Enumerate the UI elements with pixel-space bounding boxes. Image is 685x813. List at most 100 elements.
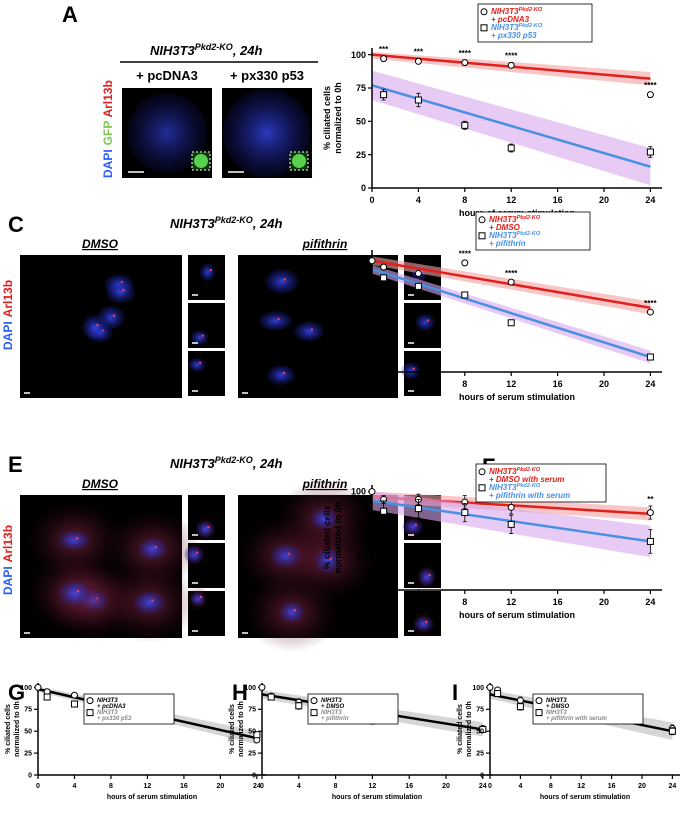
data-point [486, 683, 494, 691]
fit-line [371, 84, 651, 168]
legend-name: NIH3T3 [97, 698, 118, 704]
title-sup: Pkd2-KO [215, 455, 253, 465]
stain: GFP [101, 121, 115, 146]
cilium [199, 595, 203, 599]
panel-label: G [8, 680, 25, 705]
y-axis-label: normalized to 0h [466, 701, 473, 757]
legend-marker [478, 232, 486, 240]
column-label: DMSO [82, 477, 119, 491]
y-tick-label: 50 [476, 729, 484, 736]
x-tick-label: 4 [297, 783, 301, 790]
y-tick-label: 100 [351, 50, 366, 60]
cilium [414, 523, 417, 526]
legend-suffix: + pifithrin [321, 716, 349, 722]
legend-sup: Pkd2-KO [517, 483, 541, 489]
x-tick-label: 24 [645, 597, 655, 607]
cilium [293, 608, 297, 612]
y-tick-label: 25 [24, 751, 32, 758]
x-tick-label: 16 [608, 783, 616, 790]
y-tick-label: 50 [356, 363, 366, 373]
legend-name: NIH3T3 [489, 483, 517, 492]
data-point [70, 700, 78, 708]
nucleus [196, 521, 215, 538]
legend-name: NIH3T3 [491, 23, 519, 32]
legend-label: NIH3T3 [321, 710, 342, 716]
legend-name: NIH3T3 [546, 710, 567, 716]
legend-name: NIH3T3 [97, 710, 118, 716]
significance: *** [379, 45, 389, 54]
significance: **** [505, 269, 518, 278]
stain-label: DAPI Arl13b [1, 525, 15, 595]
legend-sup: Pkd2-KO [517, 231, 541, 237]
x-tick-label: 16 [553, 597, 563, 607]
significance: **** [505, 52, 518, 61]
x-tick-label: 24 [253, 783, 261, 790]
y-tick-label: 100 [244, 685, 256, 692]
title-sup: Pkd2-KO [215, 215, 253, 225]
data-point [646, 509, 654, 517]
cilium [428, 573, 431, 577]
x-tick-label: 24 [645, 195, 655, 205]
legend-name: NIH3T3 [546, 698, 567, 704]
title-base: NIH3T3 [170, 216, 216, 231]
x-tick-label: 20 [599, 379, 609, 389]
legend-suffix: + pifithrin [489, 239, 526, 248]
legend-marker [86, 697, 94, 705]
cilium [412, 367, 415, 370]
legend-marker [310, 697, 318, 705]
data-point [380, 263, 388, 271]
cilium [151, 599, 154, 602]
panel-label: A [62, 2, 78, 27]
data-point [646, 537, 654, 545]
x-axis-label: hours of serum stimulation [540, 794, 630, 801]
cilium [282, 371, 286, 375]
significance: **** [644, 81, 657, 90]
x-tick-label: 16 [553, 195, 563, 205]
nucleus [293, 321, 325, 342]
data-point [507, 319, 515, 327]
stain: DAPI [1, 321, 15, 350]
data-point [253, 731, 261, 739]
panel-label: H [232, 680, 248, 705]
cilium [277, 317, 280, 321]
legend-name: NIH3T3 [489, 215, 517, 224]
y-tick-label: 25 [356, 585, 366, 595]
legend-sup: Pkd2-KO [517, 215, 541, 221]
data-point [380, 91, 388, 99]
y-tick-label: 25 [476, 751, 484, 758]
x-axis-label: hours of serum stimulation [332, 794, 422, 801]
nucleus [401, 362, 421, 380]
legend-marker [310, 709, 318, 717]
y-tick-label: 0 [28, 772, 32, 779]
data-point [507, 278, 515, 286]
data-point [646, 308, 654, 316]
cilium [112, 314, 116, 317]
data-point [34, 683, 42, 691]
data-point [368, 488, 376, 496]
y-tick-label: 75 [248, 707, 256, 714]
x-tick-label: 12 [506, 379, 516, 389]
legend-marker [535, 697, 543, 705]
x-tick-label: 20 [638, 783, 646, 790]
nucleus [188, 357, 206, 372]
data-point [368, 257, 376, 265]
data-point [479, 725, 487, 733]
nucleus [315, 548, 341, 574]
nucleus [190, 330, 209, 345]
stain: Arl13b [101, 80, 115, 117]
legend-label: NIH3T3Pkd2-KO [491, 7, 543, 16]
x-axis-label: hours of serum stimulation [459, 610, 575, 620]
cilium [195, 551, 199, 554]
y-tick-label: 50 [356, 116, 366, 126]
y-axis-label: normalized to 0h [333, 502, 343, 574]
legend-marker [478, 484, 486, 492]
cilium [329, 557, 332, 560]
legend-suffix: + DMSO [489, 223, 521, 232]
data-point [461, 509, 469, 517]
data-point [414, 270, 422, 278]
data-point [461, 121, 469, 129]
x-tick-label: 20 [599, 597, 609, 607]
data-point [507, 144, 515, 152]
legend-label: NIH3T3Pkd2-KO [489, 467, 541, 476]
legend-label: NIH3T3 [321, 698, 342, 704]
